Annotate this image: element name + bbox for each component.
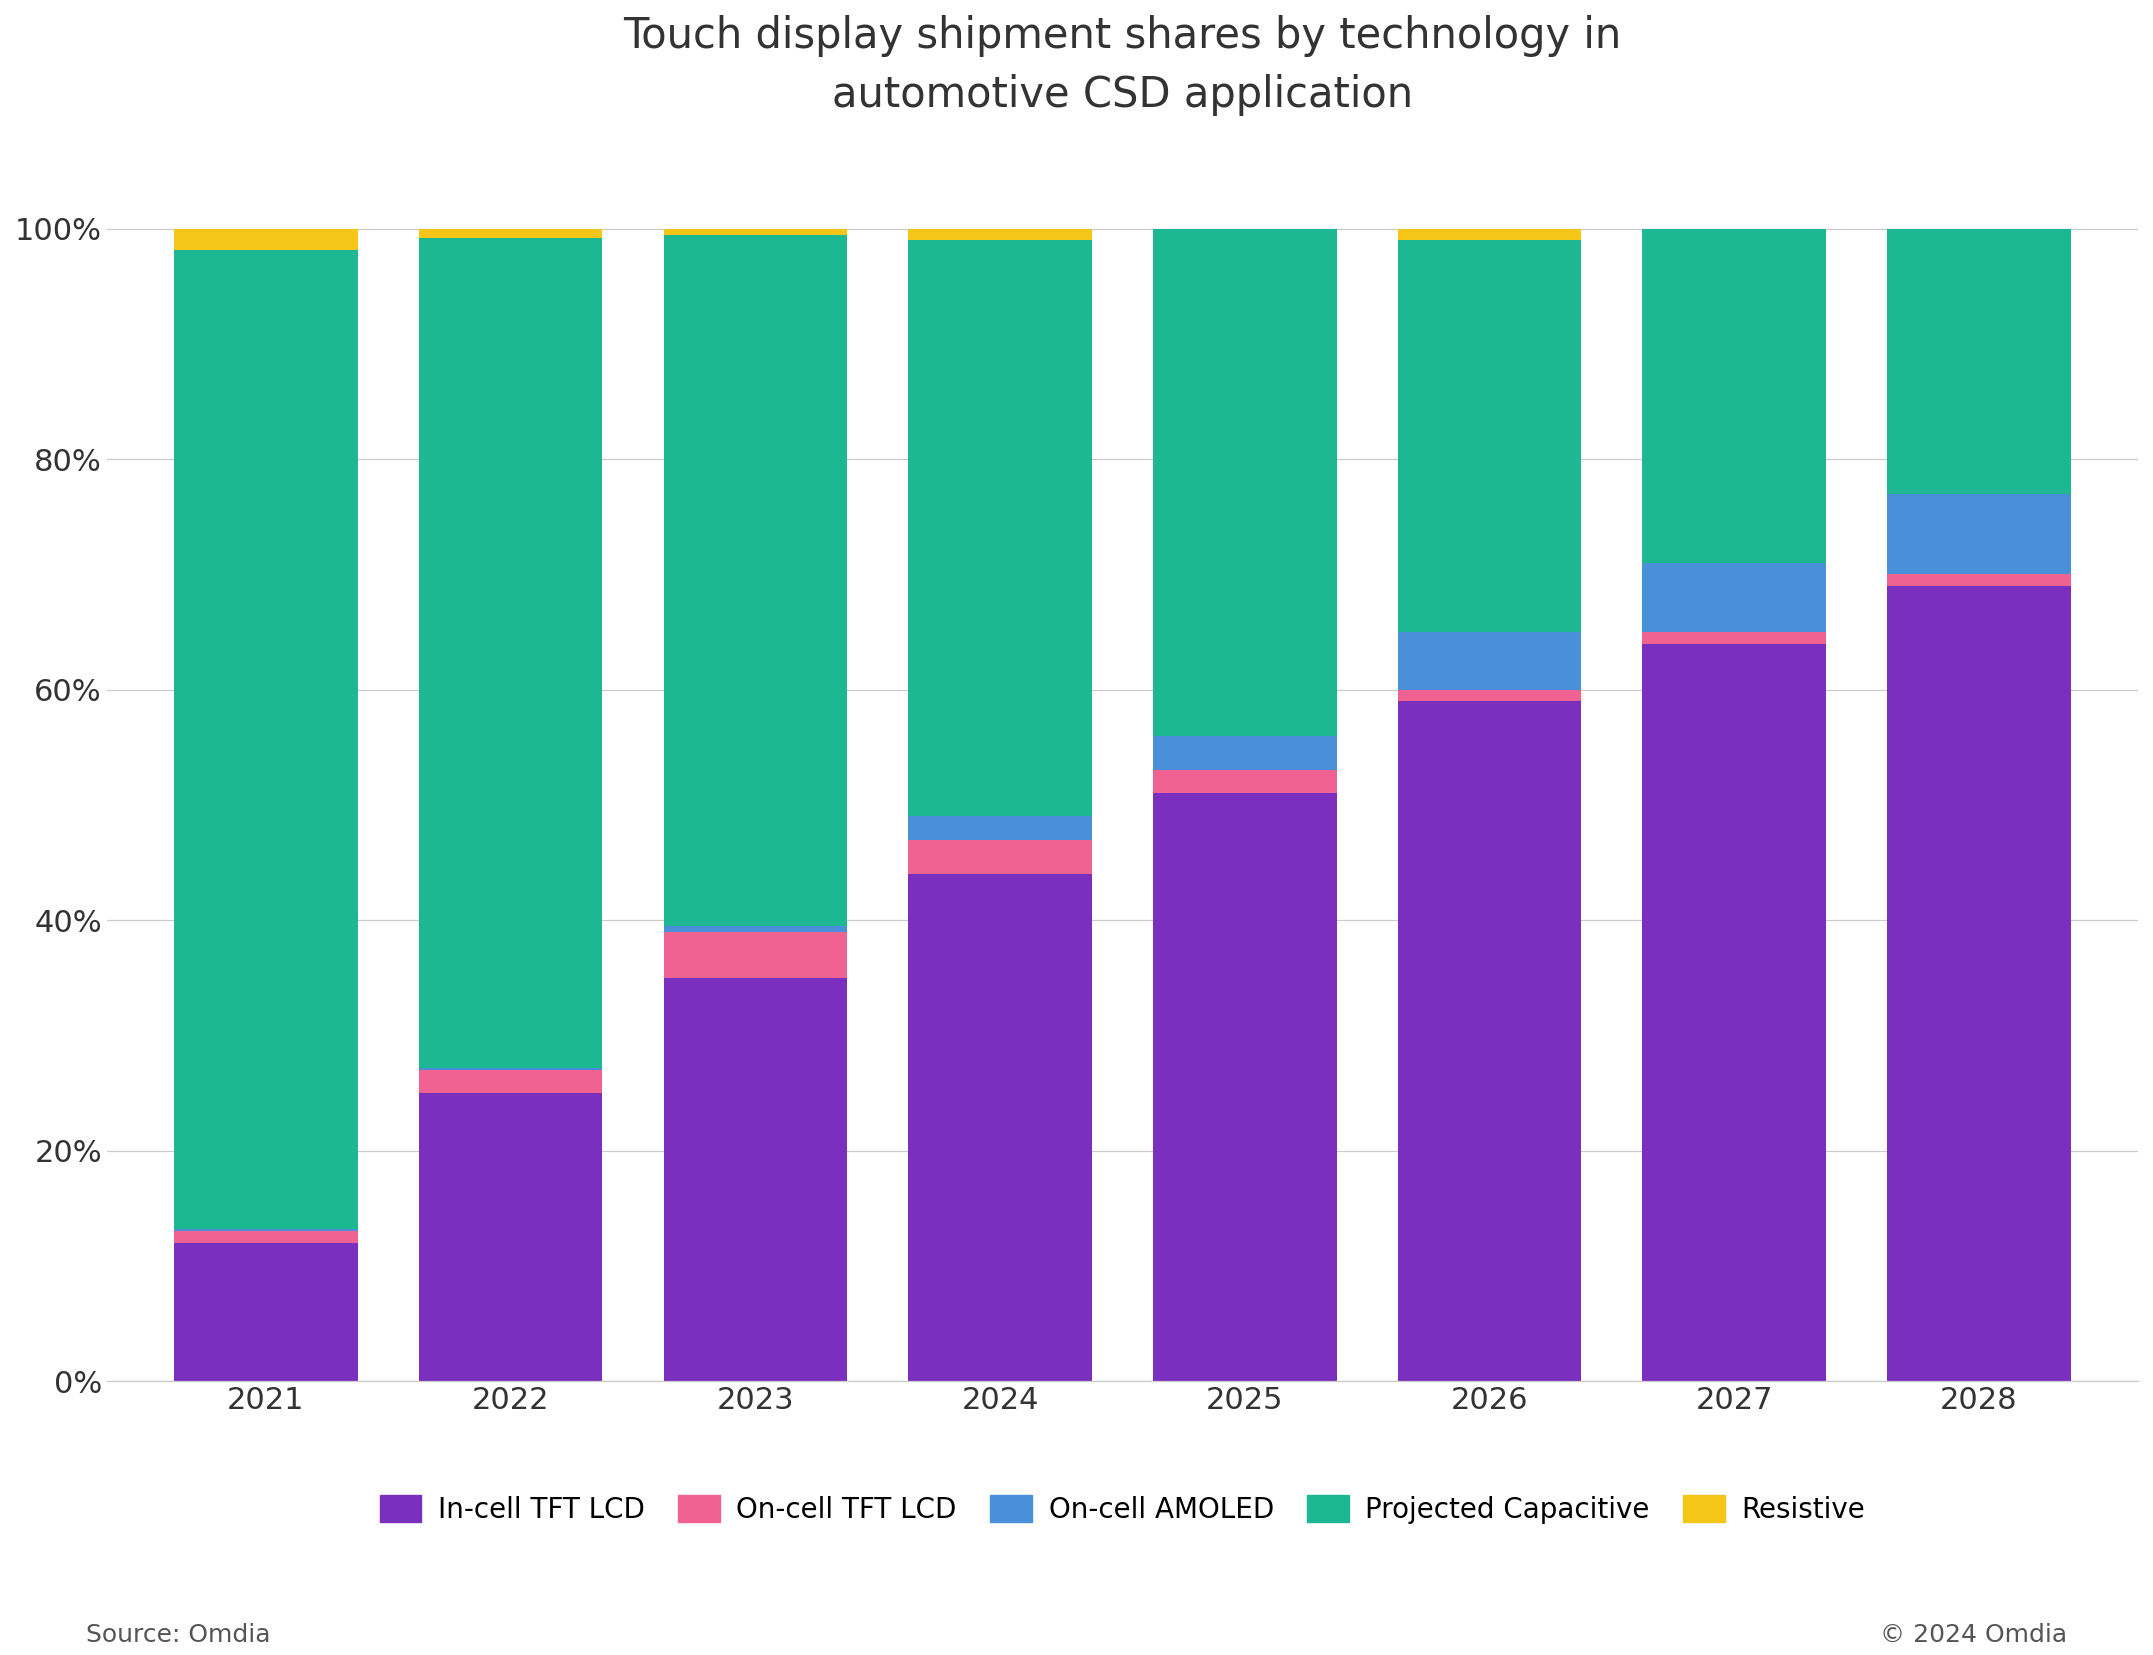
- Bar: [909, 228, 1092, 240]
- Bar: [909, 816, 1092, 839]
- Bar: [663, 925, 846, 932]
- Bar: [420, 1069, 603, 1092]
- Bar: [1397, 702, 1580, 1380]
- Bar: [663, 235, 846, 925]
- Bar: [1888, 574, 2071, 586]
- Bar: [1397, 690, 1580, 702]
- Bar: [663, 932, 846, 978]
- Bar: [1397, 228, 1580, 240]
- Bar: [174, 1231, 357, 1243]
- Bar: [1397, 240, 1580, 632]
- Bar: [1154, 228, 1337, 736]
- Bar: [174, 228, 357, 250]
- Bar: [1643, 563, 1826, 632]
- Bar: [1643, 632, 1826, 644]
- Text: © 2024 Omdia: © 2024 Omdia: [1880, 1622, 2067, 1647]
- Bar: [1154, 736, 1337, 770]
- Legend: In-cell TFT LCD, On-cell TFT LCD, On-cell AMOLED, Projected Capacitive, Resistiv: In-cell TFT LCD, On-cell TFT LCD, On-cel…: [366, 1481, 1880, 1537]
- Bar: [174, 1243, 357, 1380]
- Bar: [420, 238, 603, 1067]
- Bar: [1888, 493, 2071, 574]
- Bar: [420, 1067, 603, 1069]
- Bar: [1154, 793, 1337, 1380]
- Bar: [663, 978, 846, 1380]
- Bar: [909, 240, 1092, 816]
- Bar: [1888, 586, 2071, 1380]
- Bar: [1154, 770, 1337, 793]
- Bar: [663, 228, 846, 235]
- Bar: [420, 228, 603, 238]
- Bar: [174, 1230, 357, 1231]
- Bar: [909, 839, 1092, 874]
- Bar: [1888, 228, 2071, 493]
- Text: Source: Omdia: Source: Omdia: [86, 1622, 271, 1647]
- Bar: [1397, 632, 1580, 690]
- Title: Touch display shipment shares by technology in
automotive CSD application: Touch display shipment shares by technol…: [624, 15, 1621, 116]
- Bar: [909, 874, 1092, 1380]
- Bar: [420, 1092, 603, 1380]
- Bar: [174, 250, 357, 1230]
- Bar: [1643, 644, 1826, 1380]
- Bar: [1643, 228, 1826, 563]
